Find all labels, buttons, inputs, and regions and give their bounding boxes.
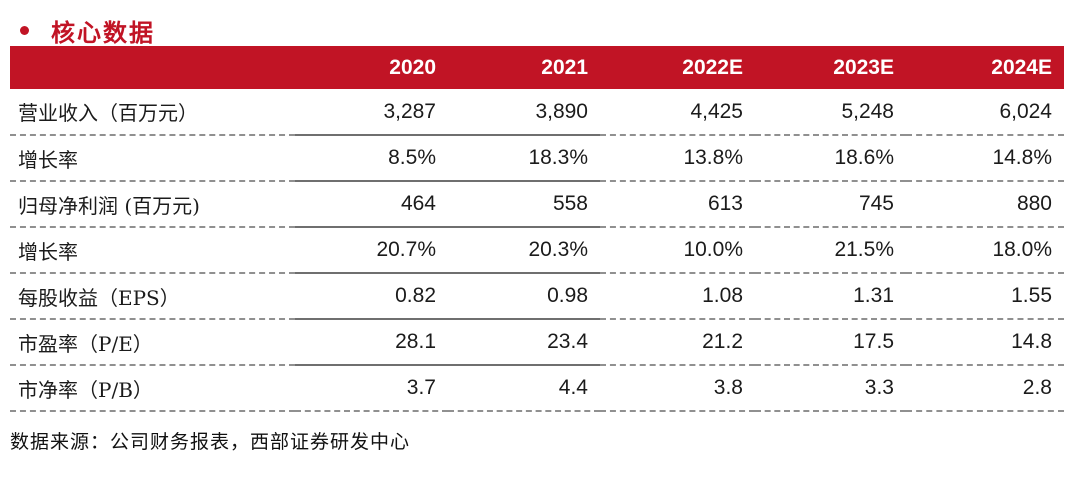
row-label: 归母净利润 (百万元) — [10, 181, 295, 228]
header-col-2022e: 2022E — [600, 46, 755, 89]
section-title-row: 核心数据 — [0, 0, 1074, 47]
row-label: 营业收入（百万元） — [10, 89, 295, 136]
table-row-pe: 市盈率（P/E） 28.1 23.4 21.2 17.5 14.8 — [10, 319, 1064, 366]
cell-value: 18.0% — [906, 227, 1064, 274]
header-col-2023e: 2023E — [755, 46, 906, 89]
cell-value: 13.8% — [600, 135, 755, 182]
cell-value: 4,425 — [600, 89, 755, 136]
cell-value: 3.3 — [755, 365, 906, 412]
cell-value: 4.4 — [448, 365, 600, 412]
header-col-2024e: 2024E — [906, 46, 1064, 89]
table-row-profit-growth: 增长率 20.7% 20.3% 10.0% 21.5% 18.0% — [10, 227, 1064, 274]
cell-value: 880 — [906, 181, 1064, 228]
row-label: 市盈率（P/E） — [10, 319, 295, 366]
header-col-2021: 2021 — [448, 46, 600, 89]
cell-value: 8.5% — [295, 135, 448, 182]
cell-value: 558 — [448, 181, 600, 228]
cell-value: 17.5 — [755, 319, 906, 366]
cell-value: 3,890 — [448, 89, 600, 136]
table-row-pb: 市净率（P/B） 3.7 4.4 3.8 3.3 2.8 — [10, 365, 1064, 412]
cell-value: 18.3% — [448, 135, 600, 182]
cell-value: 21.2 — [600, 319, 755, 366]
cell-value: 745 — [755, 181, 906, 228]
cell-value: 0.82 — [295, 273, 448, 320]
cell-value: 1.55 — [906, 273, 1064, 320]
cell-value: 14.8 — [906, 319, 1064, 366]
cell-value: 28.1 — [295, 319, 448, 366]
cell-value: 21.5% — [755, 227, 906, 274]
cell-value: 18.6% — [755, 135, 906, 182]
header-empty-cell — [10, 46, 295, 89]
cell-value: 5,248 — [755, 89, 906, 136]
cell-value: 2.8 — [906, 365, 1064, 412]
data-source-note: 数据来源：公司财务报表，西部证券研发中心 — [10, 431, 411, 453]
cell-value: 20.7% — [295, 227, 448, 274]
core-data-table: 2020 2021 2022E 2023E 2024E 营业收入（百万元） 3,… — [10, 46, 1064, 412]
cell-value: 3.7 — [295, 365, 448, 412]
table-row-eps: 每股收益（EPS） 0.82 0.98 1.08 1.31 1.55 — [10, 273, 1064, 320]
cell-value: 3,287 — [295, 89, 448, 136]
table-header-row: 2020 2021 2022E 2023E 2024E — [10, 46, 1064, 89]
cell-value: 464 — [295, 181, 448, 228]
cell-value: 23.4 — [448, 319, 600, 366]
table-row-revenue-growth: 增长率 8.5% 18.3% 13.8% 18.6% 14.8% — [10, 135, 1064, 182]
cell-value: 1.31 — [755, 273, 906, 320]
cell-value: 0.98 — [448, 273, 600, 320]
cell-value: 613 — [600, 181, 755, 228]
bullet-icon — [20, 25, 29, 35]
section-title: 核心数据 — [51, 17, 155, 47]
cell-value: 6,024 — [906, 89, 1064, 136]
table-row-revenue: 营业收入（百万元） 3,287 3,890 4,425 5,248 6,024 — [10, 89, 1064, 136]
cell-value: 20.3% — [448, 227, 600, 274]
cell-value: 3.8 — [600, 365, 755, 412]
table-row-net-profit: 归母净利润 (百万元) 464 558 613 745 880 — [10, 181, 1064, 228]
cell-value: 14.8% — [906, 135, 1064, 182]
row-label: 增长率 — [10, 227, 295, 274]
row-label: 每股收益（EPS） — [10, 273, 295, 320]
row-label: 市净率（P/B） — [10, 365, 295, 412]
cell-value: 1.08 — [600, 273, 755, 320]
cell-value: 10.0% — [600, 227, 755, 274]
row-label: 增长率 — [10, 135, 295, 182]
header-col-2020: 2020 — [295, 46, 448, 89]
